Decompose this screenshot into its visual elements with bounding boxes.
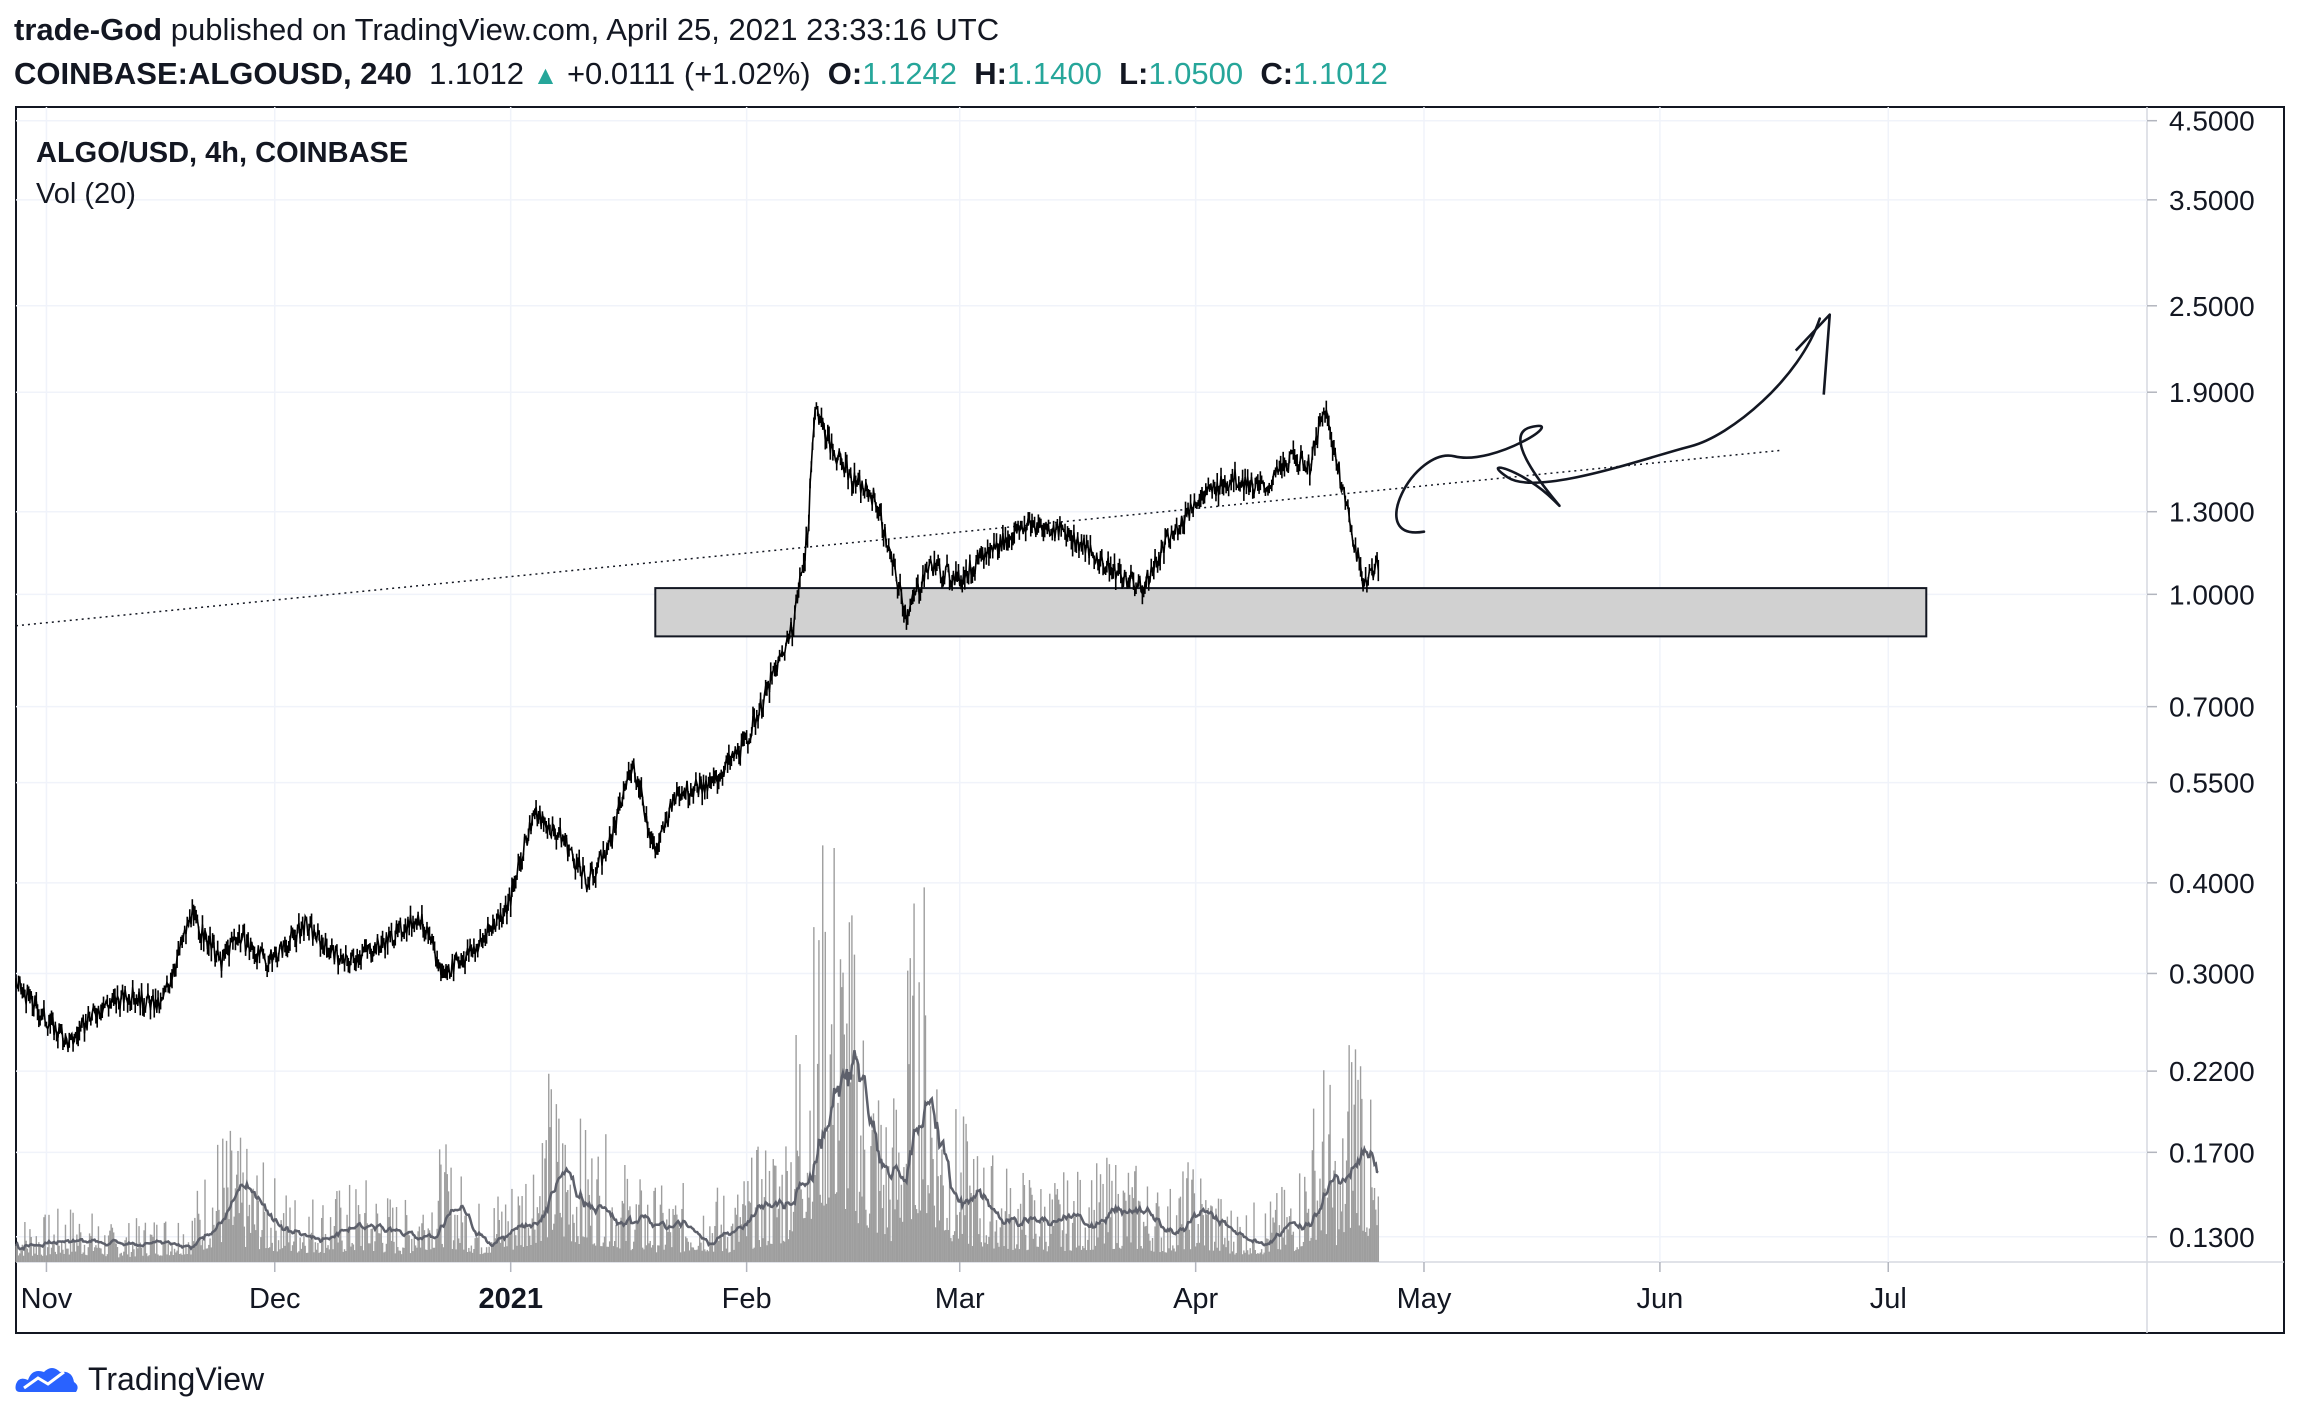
time-tick-label: Feb xyxy=(722,1283,772,1315)
time-tick-label: Mar xyxy=(935,1283,985,1315)
symbol-quote-line: COINBASE:ALGOUSD, 240 1.1012 ▲ +0.0111 (… xyxy=(14,54,1388,95)
tradingview-cloud-icon xyxy=(15,1368,78,1392)
up-triangle-icon: ▲ xyxy=(532,60,559,90)
high-label: H: xyxy=(974,56,1007,91)
close-label: C: xyxy=(1260,56,1294,91)
price-tick-label: 0.3000 xyxy=(2169,958,2255,989)
time-tick-label: Jul xyxy=(1870,1283,1907,1315)
price-line xyxy=(15,407,1380,1050)
legend-pair[interactable]: ALGO/USD, 4h, COINBASE xyxy=(36,137,408,169)
price-tick-label: 0.4000 xyxy=(2169,868,2255,899)
open-label: O: xyxy=(827,56,863,91)
price-tick-label: 1.9000 xyxy=(2169,377,2255,408)
time-tick-label: Nov xyxy=(21,1283,73,1315)
footer-brand-label: TradingView xyxy=(88,1360,265,1397)
time-tick-label: Apr xyxy=(1173,1283,1218,1315)
price-axis-labels: 4.5000 3.5000 2.5000 1.9000 1.3000 1.0000 0.70… xyxy=(2147,106,2255,1253)
low-label: L: xyxy=(1119,56,1149,91)
price-tick-label: 1.3000 xyxy=(2169,497,2255,528)
close-value: 1.1012 xyxy=(1293,56,1388,91)
open-value: 1.1242 xyxy=(862,56,958,91)
low-value: 1.0500 xyxy=(1148,56,1244,91)
price-tick-label: 0.5500 xyxy=(2169,768,2255,799)
time-tick-label: Jun xyxy=(1637,1283,1684,1315)
legend-volume[interactable]: Vol (20) xyxy=(36,178,136,210)
price-tick-label: 0.7000 xyxy=(2169,692,2255,723)
time-axis-labels: Nov Dec 2021 Feb Mar Apr May Jun Jul xyxy=(21,1262,1907,1315)
last-price: 1.1012 xyxy=(429,56,524,91)
price-tick-label: 2.5000 xyxy=(2169,291,2255,322)
publish-date: published on TradingView.com, April 25, … xyxy=(170,12,1000,47)
arrow-head-icon xyxy=(1794,313,1832,395)
volume-ma-line xyxy=(15,1049,1379,1252)
time-tick-label: May xyxy=(1397,1283,1452,1315)
high-value: 1.1400 xyxy=(1007,56,1102,91)
support-zone-rect xyxy=(654,587,1928,638)
price-tick-label: 3.5000 xyxy=(2169,185,2255,216)
price-series xyxy=(15,400,1380,1053)
support-zone xyxy=(654,587,1928,638)
price-tick-label: 0.2200 xyxy=(2169,1056,2255,1087)
symbol-label: COINBASE:ALGOUSD, 240 xyxy=(14,56,412,91)
price-change: +0.0111 (+1.02%) xyxy=(566,56,811,91)
author-name[interactable]: trade-God xyxy=(14,12,163,47)
price-tick-label: 1.0000 xyxy=(2169,579,2255,610)
publish-info: trade-God published on TradingView.com, … xyxy=(14,10,999,50)
chart-frame xyxy=(15,106,2285,1334)
time-tick-label: Dec xyxy=(249,1283,301,1315)
price-tick-label: 0.1700 xyxy=(2169,1137,2255,1168)
time-tick-label: 2021 xyxy=(478,1283,543,1315)
price-tick-label: 0.1300 xyxy=(2169,1222,2255,1253)
footer-brand[interactable]: TradingView xyxy=(14,1358,264,1400)
dotted-trendline xyxy=(15,449,1782,627)
freehand-loop-arrow xyxy=(1395,317,1822,534)
price-tick-label: 4.5000 xyxy=(2169,106,2255,137)
volume-bars xyxy=(15,845,1380,1262)
